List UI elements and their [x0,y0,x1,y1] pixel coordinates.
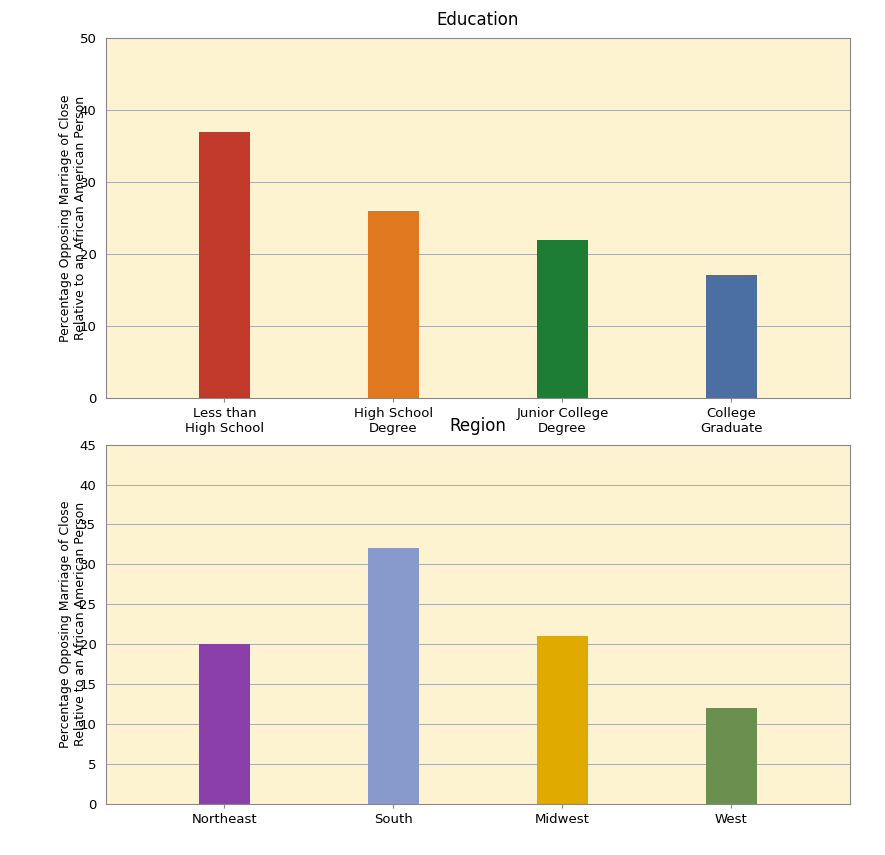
Bar [537,239,588,398]
Bar [368,548,419,804]
Title: Education: Education [436,10,519,28]
Bar [199,132,250,398]
Bar [706,708,757,804]
Bar [199,644,250,804]
Title: Region: Region [450,416,506,434]
Y-axis label: Percentage Opposing Marriage of Close
Relative to an African American Person: Percentage Opposing Marriage of Close Re… [58,500,87,748]
Bar [368,211,419,398]
Y-axis label: Percentage Opposing Marriage of Close
Relative to an African American Person: Percentage Opposing Marriage of Close Re… [58,94,87,342]
Bar [537,636,588,804]
Bar [706,275,757,398]
